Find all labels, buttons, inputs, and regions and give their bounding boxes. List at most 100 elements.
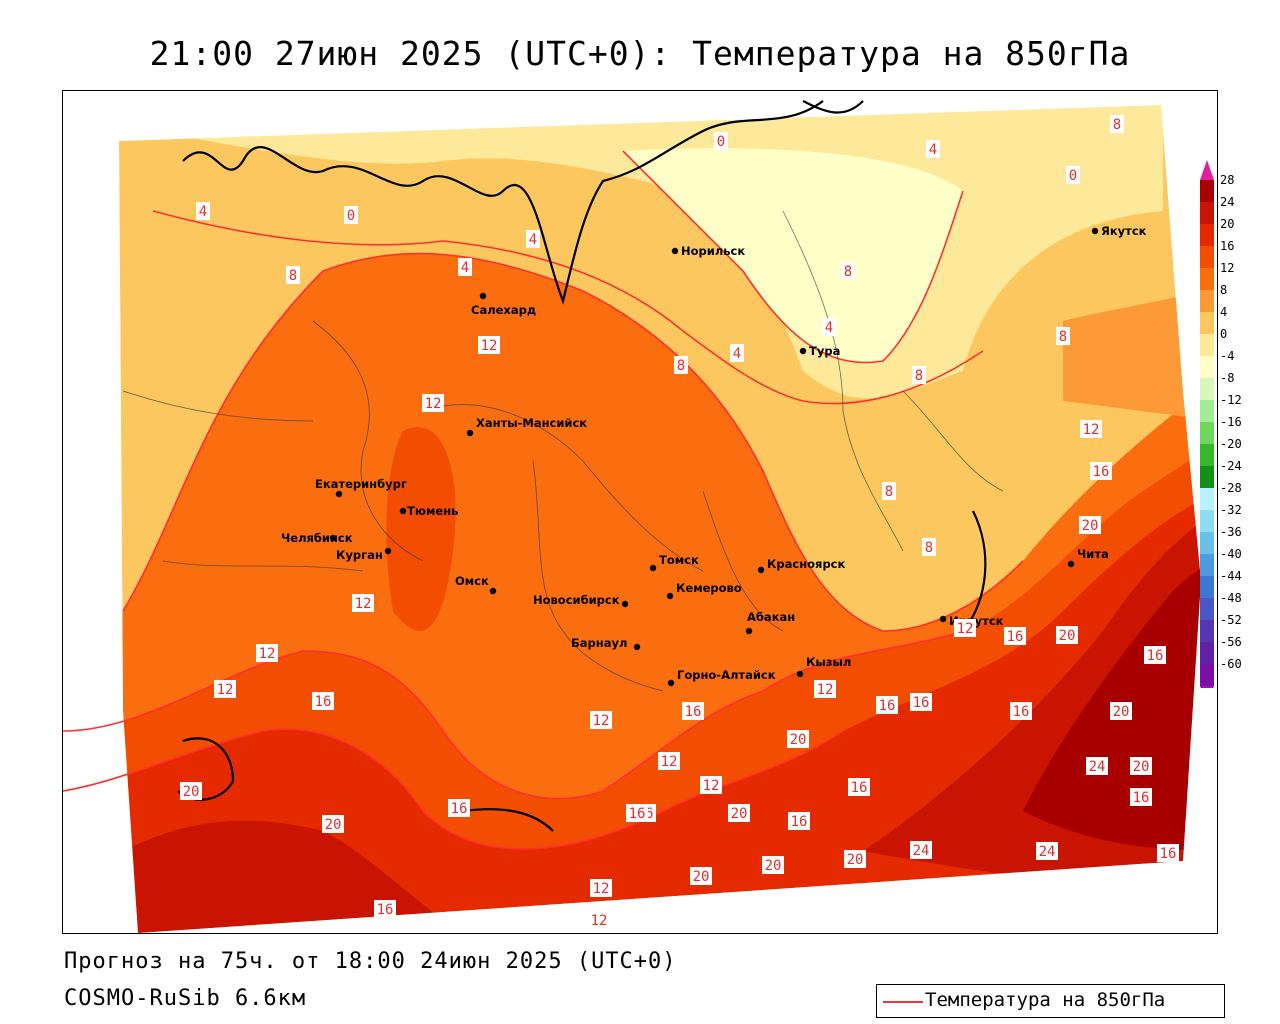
city-dot xyxy=(335,490,343,498)
contour-value-label: 20 xyxy=(180,782,202,800)
colorbar-cell xyxy=(1200,532,1214,554)
contour-value-label: 12 xyxy=(814,680,836,698)
contour-value-label: 20 xyxy=(1130,757,1152,775)
svg-text:16: 16 xyxy=(1133,790,1150,806)
city-label: Челябинск xyxy=(281,531,353,545)
svg-text:0: 0 xyxy=(717,134,725,150)
contour-value-label: 12 xyxy=(588,911,610,929)
svg-text:20: 20 xyxy=(325,817,342,833)
contour-value-label: 16 xyxy=(1157,844,1179,862)
city-dot xyxy=(671,247,679,255)
svg-text:12: 12 xyxy=(661,754,678,770)
svg-text:8: 8 xyxy=(677,358,685,374)
city-marker: Курган xyxy=(336,547,392,562)
colorbar-cell xyxy=(1200,422,1214,444)
colorbar-tick-label: -44 xyxy=(1220,569,1242,583)
contour-value-label: 8 xyxy=(286,266,300,284)
contour-value-label: 12 xyxy=(590,879,612,897)
city-marker: Красноярск xyxy=(757,557,845,574)
colorbar-cell xyxy=(1200,400,1214,422)
city-label: Кемерово xyxy=(676,581,742,595)
city-dot xyxy=(745,627,753,635)
svg-text:8: 8 xyxy=(885,484,893,500)
svg-text:12: 12 xyxy=(593,713,610,729)
contour-value-label: 16 xyxy=(848,778,870,796)
model-info: COSMO-RuSib 6.6км xyxy=(64,986,307,1011)
colorbar-cell xyxy=(1200,510,1214,532)
svg-text:20: 20 xyxy=(1059,628,1076,644)
legend-line-swatch xyxy=(883,1001,923,1003)
city-label: Омск xyxy=(455,574,489,588)
contour-value-label: 16 xyxy=(448,799,470,817)
colorbar-top-arrow xyxy=(1200,160,1214,180)
contour-value-label: 24 xyxy=(910,841,932,859)
band-20-west xyxy=(119,820,463,933)
city-marker: Барнаул xyxy=(571,636,641,651)
contour-value-label: 16 xyxy=(1004,627,1026,645)
city-label: Чита xyxy=(1077,547,1109,561)
svg-text:16: 16 xyxy=(1007,629,1024,645)
city-label: Абакан xyxy=(747,610,795,624)
svg-text:4: 4 xyxy=(199,204,207,220)
svg-text:20: 20 xyxy=(1082,518,1099,534)
contour-value-label: 4 xyxy=(526,230,540,248)
contour-value-label: 24 xyxy=(1036,842,1058,860)
city-dot xyxy=(479,292,487,300)
band-below-0 xyxy=(623,148,963,363)
city-label: Тура xyxy=(809,344,840,358)
svg-text:24: 24 xyxy=(1039,844,1056,860)
city-marker: Кемерово xyxy=(666,581,742,600)
svg-text:20: 20 xyxy=(790,732,807,748)
svg-text:24: 24 xyxy=(913,843,930,859)
svg-text:4: 4 xyxy=(929,142,937,158)
svg-text:0: 0 xyxy=(1069,168,1077,184)
colorbar-cell xyxy=(1200,598,1214,620)
city-dot xyxy=(384,547,392,555)
contour-value-label: 12 xyxy=(478,336,500,354)
city-label: Красноярск xyxy=(767,557,845,571)
city-marker: Омск xyxy=(455,574,497,595)
contour-value-label: 12 xyxy=(1080,420,1102,438)
contour-value-label: 20 xyxy=(322,815,344,833)
colorbar-cell xyxy=(1200,268,1214,290)
city-dot xyxy=(1091,227,1099,235)
contour-value-label: 0 xyxy=(344,206,358,224)
colorbar-cell xyxy=(1200,290,1214,312)
map-panel: Салехард Норильск Якутск Тура Ханты-Мансийск… xyxy=(62,90,1218,934)
colorbar-tick-label: 16 xyxy=(1220,239,1234,253)
contour-value-label: 12 xyxy=(590,711,612,729)
colorbar-tick-label: -20 xyxy=(1220,437,1242,451)
svg-text:4: 4 xyxy=(461,260,469,276)
colorbar: 28 24 20 16 12 8 4 0 -4 -8 -12 -16 -20 -24 -28 -32 -36 -4… xyxy=(1200,160,1242,688)
contour-value-label: 16 xyxy=(682,702,704,720)
colorbar-tick-label: 20 xyxy=(1220,217,1234,231)
contour-value-label: 12 xyxy=(700,776,722,794)
city-dot xyxy=(633,643,641,651)
svg-text:20: 20 xyxy=(731,806,748,822)
colorbar-cell xyxy=(1200,488,1214,510)
colorbar-cell xyxy=(1200,180,1214,202)
svg-text:16: 16 xyxy=(377,902,394,918)
svg-text:20: 20 xyxy=(1113,704,1130,720)
contour-label-layer: 0 4 4 0 4 8 0 8 8 4 4 4 12 12 8 8 8 12 16 20 8 8 12 12 16 20 12 12 1… xyxy=(180,115,1179,929)
contour-value-label: 16 xyxy=(788,812,810,830)
colorbar-tick-label: -16 xyxy=(1220,415,1242,429)
city-label: Салехард xyxy=(471,303,536,317)
contour-value-label: 20 xyxy=(1079,516,1101,534)
svg-text:0: 0 xyxy=(347,208,355,224)
city-dot xyxy=(799,347,807,355)
colorbar-cell xyxy=(1200,378,1214,400)
svg-text:16: 16 xyxy=(1147,648,1164,664)
colorbar-tick-label: 0 xyxy=(1220,327,1227,341)
city-marker: Екатеринбург xyxy=(315,477,407,498)
colorbar-cell xyxy=(1200,664,1214,686)
colorbar-bottom-arrow xyxy=(1200,686,1214,688)
colorbar-cell xyxy=(1200,620,1214,642)
colorbar-tick-label: -32 xyxy=(1220,503,1242,517)
city-dot xyxy=(667,679,675,687)
svg-text:20: 20 xyxy=(847,852,864,868)
svg-text:16: 16 xyxy=(451,801,468,817)
isotherms xyxy=(63,150,1024,850)
colorbar-cell xyxy=(1200,224,1214,246)
contour-value-label: 12 xyxy=(422,394,444,412)
